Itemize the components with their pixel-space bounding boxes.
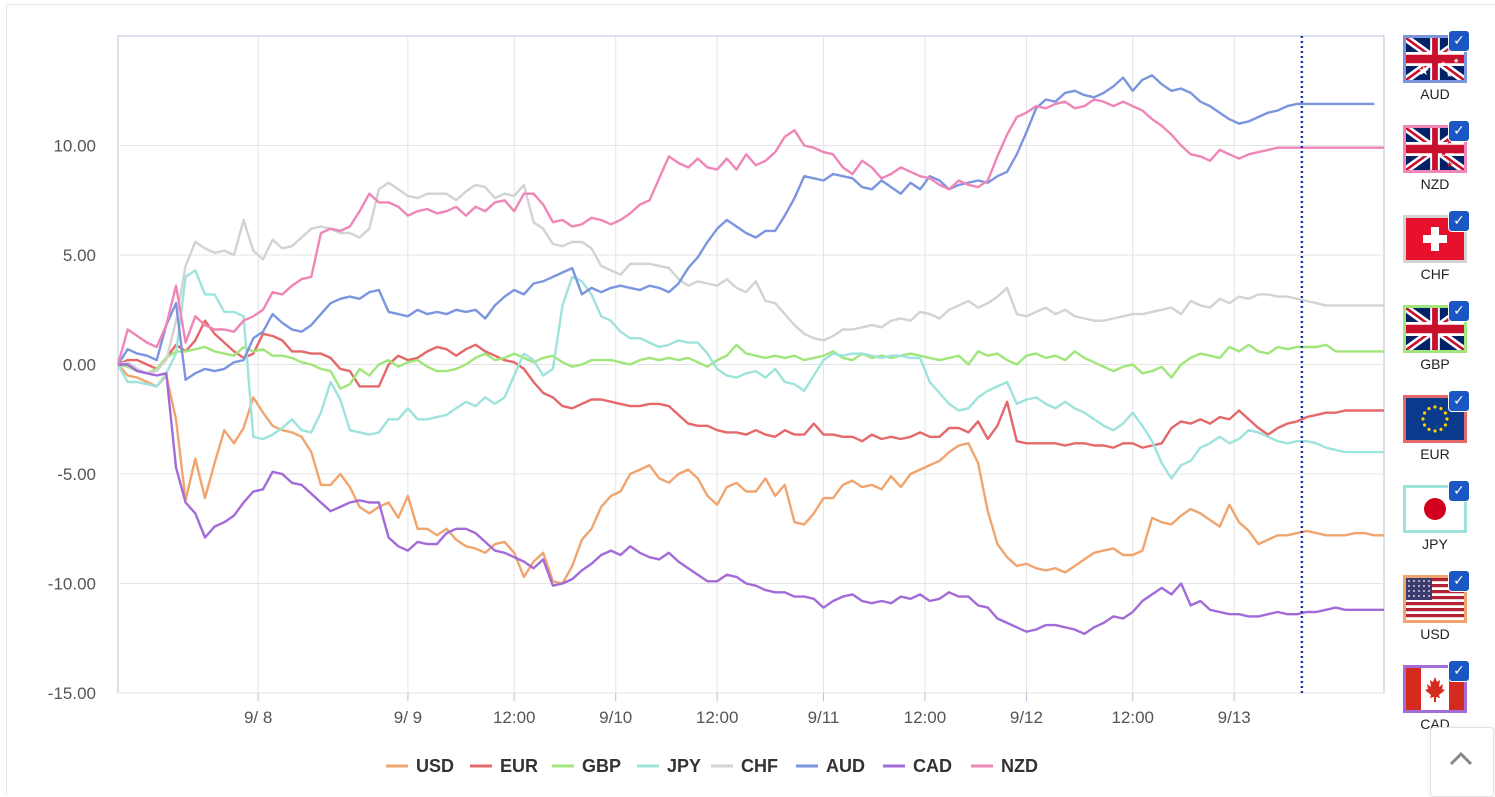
legend-item-aud[interactable]: AUD xyxy=(796,756,865,776)
y-tick-label: 10.00 xyxy=(53,137,96,156)
australia-flag-icon: ★ ★ ★ ★ ★ xyxy=(1403,35,1467,83)
legend-item-gbp[interactable]: GBP xyxy=(552,756,621,776)
legend-label: NZD xyxy=(1001,756,1038,776)
checkbox-checked-icon[interactable]: ✓ xyxy=(1448,390,1470,412)
currency-label: GBP xyxy=(1420,356,1450,372)
y-tick-label: 0.00 xyxy=(63,356,96,375)
checkbox-checked-icon[interactable]: ✓ xyxy=(1448,300,1470,322)
x-tick-label: 9/ 9 xyxy=(394,708,422,727)
legend-label: AUD xyxy=(826,756,865,776)
x-tick-label: 9/12 xyxy=(1010,708,1043,727)
x-tick-label: 12:00 xyxy=(904,708,947,727)
currency-toggle-jpy[interactable]: ✓ JPY xyxy=(1403,480,1470,569)
legend-item-usd[interactable]: USD xyxy=(386,756,454,776)
new-zealand-flag-icon: ★★★★ xyxy=(1403,125,1467,173)
currency-label: NZD xyxy=(1420,176,1450,192)
svg-text:★: ★ xyxy=(1418,64,1430,79)
legend-label: GBP xyxy=(582,756,621,776)
legend-label: JPY xyxy=(667,756,701,776)
y-tick-label: -5.00 xyxy=(57,465,96,484)
currency-toggle-chf[interactable]: ✓ CHF xyxy=(1403,210,1470,299)
checkbox-checked-icon[interactable]: ✓ xyxy=(1448,210,1470,232)
series-line-nzd xyxy=(116,98,1384,365)
japan-flag-icon xyxy=(1403,485,1467,533)
series-line-gbp xyxy=(117,343,1384,390)
svg-text:★: ★ xyxy=(1446,48,1452,56)
svg-text:★: ★ xyxy=(1446,70,1453,79)
x-tick-label: 9/11 xyxy=(808,708,840,727)
legend-item-jpy[interactable]: JPY xyxy=(637,756,701,776)
currency-label: AUD xyxy=(1420,86,1450,102)
currency-toggle-nzd[interactable]: ★★★★✓ NZD xyxy=(1403,120,1470,209)
x-tick-label: 9/ 8 xyxy=(244,708,272,727)
x-tick-label: 9/13 xyxy=(1218,708,1251,727)
y-tick-label: 5.00 xyxy=(63,246,96,265)
checkbox-checked-icon[interactable]: ✓ xyxy=(1448,480,1470,502)
legend: USD EUR GBP JPY CHF AUD CAD NZD xyxy=(386,756,1038,776)
x-tick-label: 12:00 xyxy=(1111,708,1154,727)
legend-item-chf[interactable]: CHF xyxy=(711,756,778,776)
legend-label: CHF xyxy=(741,756,778,776)
currency-toggle-usd[interactable]: ✓ USD xyxy=(1403,570,1470,659)
y-tick-label: -10.00 xyxy=(48,575,96,594)
svg-text:★: ★ xyxy=(1453,148,1459,156)
svg-text:★: ★ xyxy=(1440,149,1447,158)
series-line-eur xyxy=(117,319,1384,449)
y-tick-label: -15.00 xyxy=(48,684,96,703)
legend-item-cad[interactable]: CAD xyxy=(883,756,952,776)
currency-toggle-cad[interactable]: ✓ CAD xyxy=(1403,660,1470,749)
chart-frame xyxy=(6,4,1495,795)
currency-label: JPY xyxy=(1422,536,1448,552)
series-lines xyxy=(116,74,1384,636)
canada-flag-icon xyxy=(1403,665,1467,713)
legend-label: CAD xyxy=(913,756,952,776)
currency-label: EUR xyxy=(1420,446,1450,462)
series-line-aud xyxy=(116,74,1375,381)
axes: 10.00 5.00 0.00 -5.00 -10.00 -15.00 9/ 8 9/ 9 12… xyxy=(48,36,1304,727)
x-tick-label: 12:00 xyxy=(493,708,536,727)
svg-text:★: ★ xyxy=(1453,57,1459,65)
currency-toggle-gbp[interactable]: ✓ GBP xyxy=(1403,300,1470,389)
legend-item-nzd[interactable]: NZD xyxy=(971,756,1038,776)
currency-toggle-aud[interactable]: ★ ★ ★ ★ ★ ✓ AUD xyxy=(1403,30,1470,119)
x-tick-label: 9/10 xyxy=(599,708,632,727)
legend-item-eur[interactable]: EUR xyxy=(470,756,538,776)
grid xyxy=(117,35,1385,694)
legend-label: EUR xyxy=(500,756,538,776)
series-line-usd xyxy=(117,363,1384,585)
x-tick-label: 12:00 xyxy=(696,708,739,727)
chevron-up-icon xyxy=(1449,751,1473,766)
currency-label: USD xyxy=(1420,626,1450,642)
checkbox-checked-icon[interactable]: ✓ xyxy=(1448,30,1470,52)
checkbox-checked-icon[interactable]: ✓ xyxy=(1448,570,1470,592)
checkbox-checked-icon[interactable]: ✓ xyxy=(1448,660,1470,682)
currency-toggle-eur[interactable]: ✓ EUR xyxy=(1403,390,1470,479)
svg-text:★: ★ xyxy=(1440,60,1446,68)
svg-text:★: ★ xyxy=(1446,160,1453,169)
series-line-jpy xyxy=(116,269,1384,480)
legend-label: USD xyxy=(416,756,454,776)
scroll-to-top-button[interactable] xyxy=(1430,727,1494,797)
series-line-cad xyxy=(118,363,1384,636)
currency-label: CHF xyxy=(1420,266,1450,282)
checkbox-checked-icon[interactable]: ✓ xyxy=(1448,120,1470,142)
